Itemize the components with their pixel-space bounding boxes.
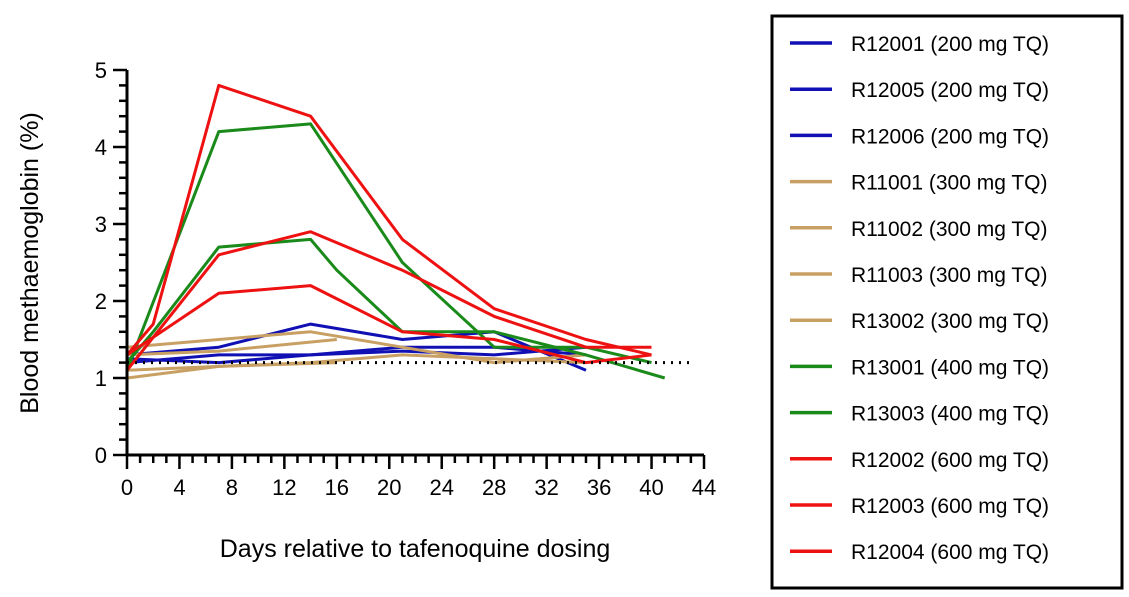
legend: R12001 (200 mg TQ) R12005 (200 mg TQ) R120…: [770, 14, 1124, 590]
axes: [113, 68, 706, 469]
series-line-R12001: [126, 322, 587, 372]
legend-item: R11003 (300 mg TQ): [790, 264, 1048, 287]
y-tick-label: 3: [95, 212, 107, 237]
legend-item: R13003 (400 mg TQ): [790, 403, 1049, 426]
x-tick-labels: 0 4 8 12 16 20 24 28 32 36 40 44: [121, 475, 716, 500]
series-line-R11003: [126, 330, 587, 365]
x-tick-label: 28: [482, 475, 506, 500]
y-tick-label: 5: [95, 58, 107, 83]
series-line-R11001: [126, 338, 337, 357]
legend-label: R13003 (400 mg TQ): [851, 403, 1049, 426]
x-tick-label: 32: [534, 475, 558, 500]
y-tick-label: 1: [95, 366, 107, 391]
y-tick-label: 2: [95, 289, 107, 314]
legend-box: [770, 14, 1124, 590]
x-tick-label: 4: [173, 475, 185, 500]
legend-item: R12003 (600 mg TQ): [790, 495, 1049, 518]
x-tick-label: 36: [587, 475, 611, 500]
x-tick-label: 8: [226, 475, 238, 500]
legend-items: R12001 (200 mg TQ) R12005 (200 mg TQ) R120…: [790, 33, 1049, 564]
legend-item: R13001 (400 mg TQ): [790, 356, 1049, 379]
y-tick-label: 0: [95, 443, 107, 468]
y-tick-labels: 0 1 2 3 4 5: [95, 58, 107, 468]
series-line-R12002: [125, 83, 652, 357]
series-line-R12006: [126, 345, 587, 365]
legend-label: R11003 (300 mg TQ): [851, 264, 1048, 287]
series-line-R12004: [126, 284, 652, 365]
series-line-R13002: [126, 353, 587, 380]
legend-label: R12005 (200 mg TQ): [851, 79, 1049, 102]
y-tick-label: 4: [95, 135, 107, 160]
legend-label: R13001 (400 mg TQ): [851, 356, 1049, 379]
legend-label: R12006 (200 mg TQ): [851, 125, 1049, 148]
legend-item: R12005 (200 mg TQ): [790, 79, 1049, 102]
legend-label: R12004 (600 mg TQ): [851, 541, 1049, 564]
x-tick-label: 44: [692, 475, 716, 500]
legend-item: R13002 (300 mg TQ): [790, 310, 1049, 333]
x-tick-label: 16: [325, 475, 349, 500]
x-tick-label: 12: [272, 475, 296, 500]
legend-label: R11001 (300 mg TQ): [851, 172, 1048, 195]
series-lines: [125, 83, 666, 380]
legend-label: R13002 (300 mg TQ): [851, 310, 1049, 333]
legend-label: R12002 (600 mg TQ): [851, 449, 1049, 472]
legend-label: R12003 (600 mg TQ): [851, 495, 1049, 518]
x-tick-label: 0: [121, 475, 133, 500]
series-line-R13003: [125, 122, 652, 371]
legend-item: R11001 (300 mg TQ): [790, 172, 1048, 195]
x-axis-title: Days relative to tafenoquine dosing: [220, 535, 611, 563]
legend-item: R11002 (300 mg TQ): [790, 218, 1048, 241]
legend-item: R12002 (600 mg TQ): [790, 449, 1049, 472]
series-line-R12003: [125, 230, 652, 372]
legend-item: R12004 (600 mg TQ): [790, 541, 1049, 564]
x-tick-label: 20: [377, 475, 401, 500]
legend-item: R12006 (200 mg TQ): [790, 125, 1049, 148]
x-tick-label: 24: [429, 475, 453, 500]
legend-label: R12001 (200 mg TQ): [851, 33, 1049, 56]
x-tick-label: 40: [639, 475, 663, 500]
y-axis-title: Blood methaemoglobin (%): [16, 112, 44, 414]
legend-item: R12001 (200 mg TQ): [790, 33, 1049, 56]
legend-label: R11002 (300 mg TQ): [851, 218, 1048, 241]
